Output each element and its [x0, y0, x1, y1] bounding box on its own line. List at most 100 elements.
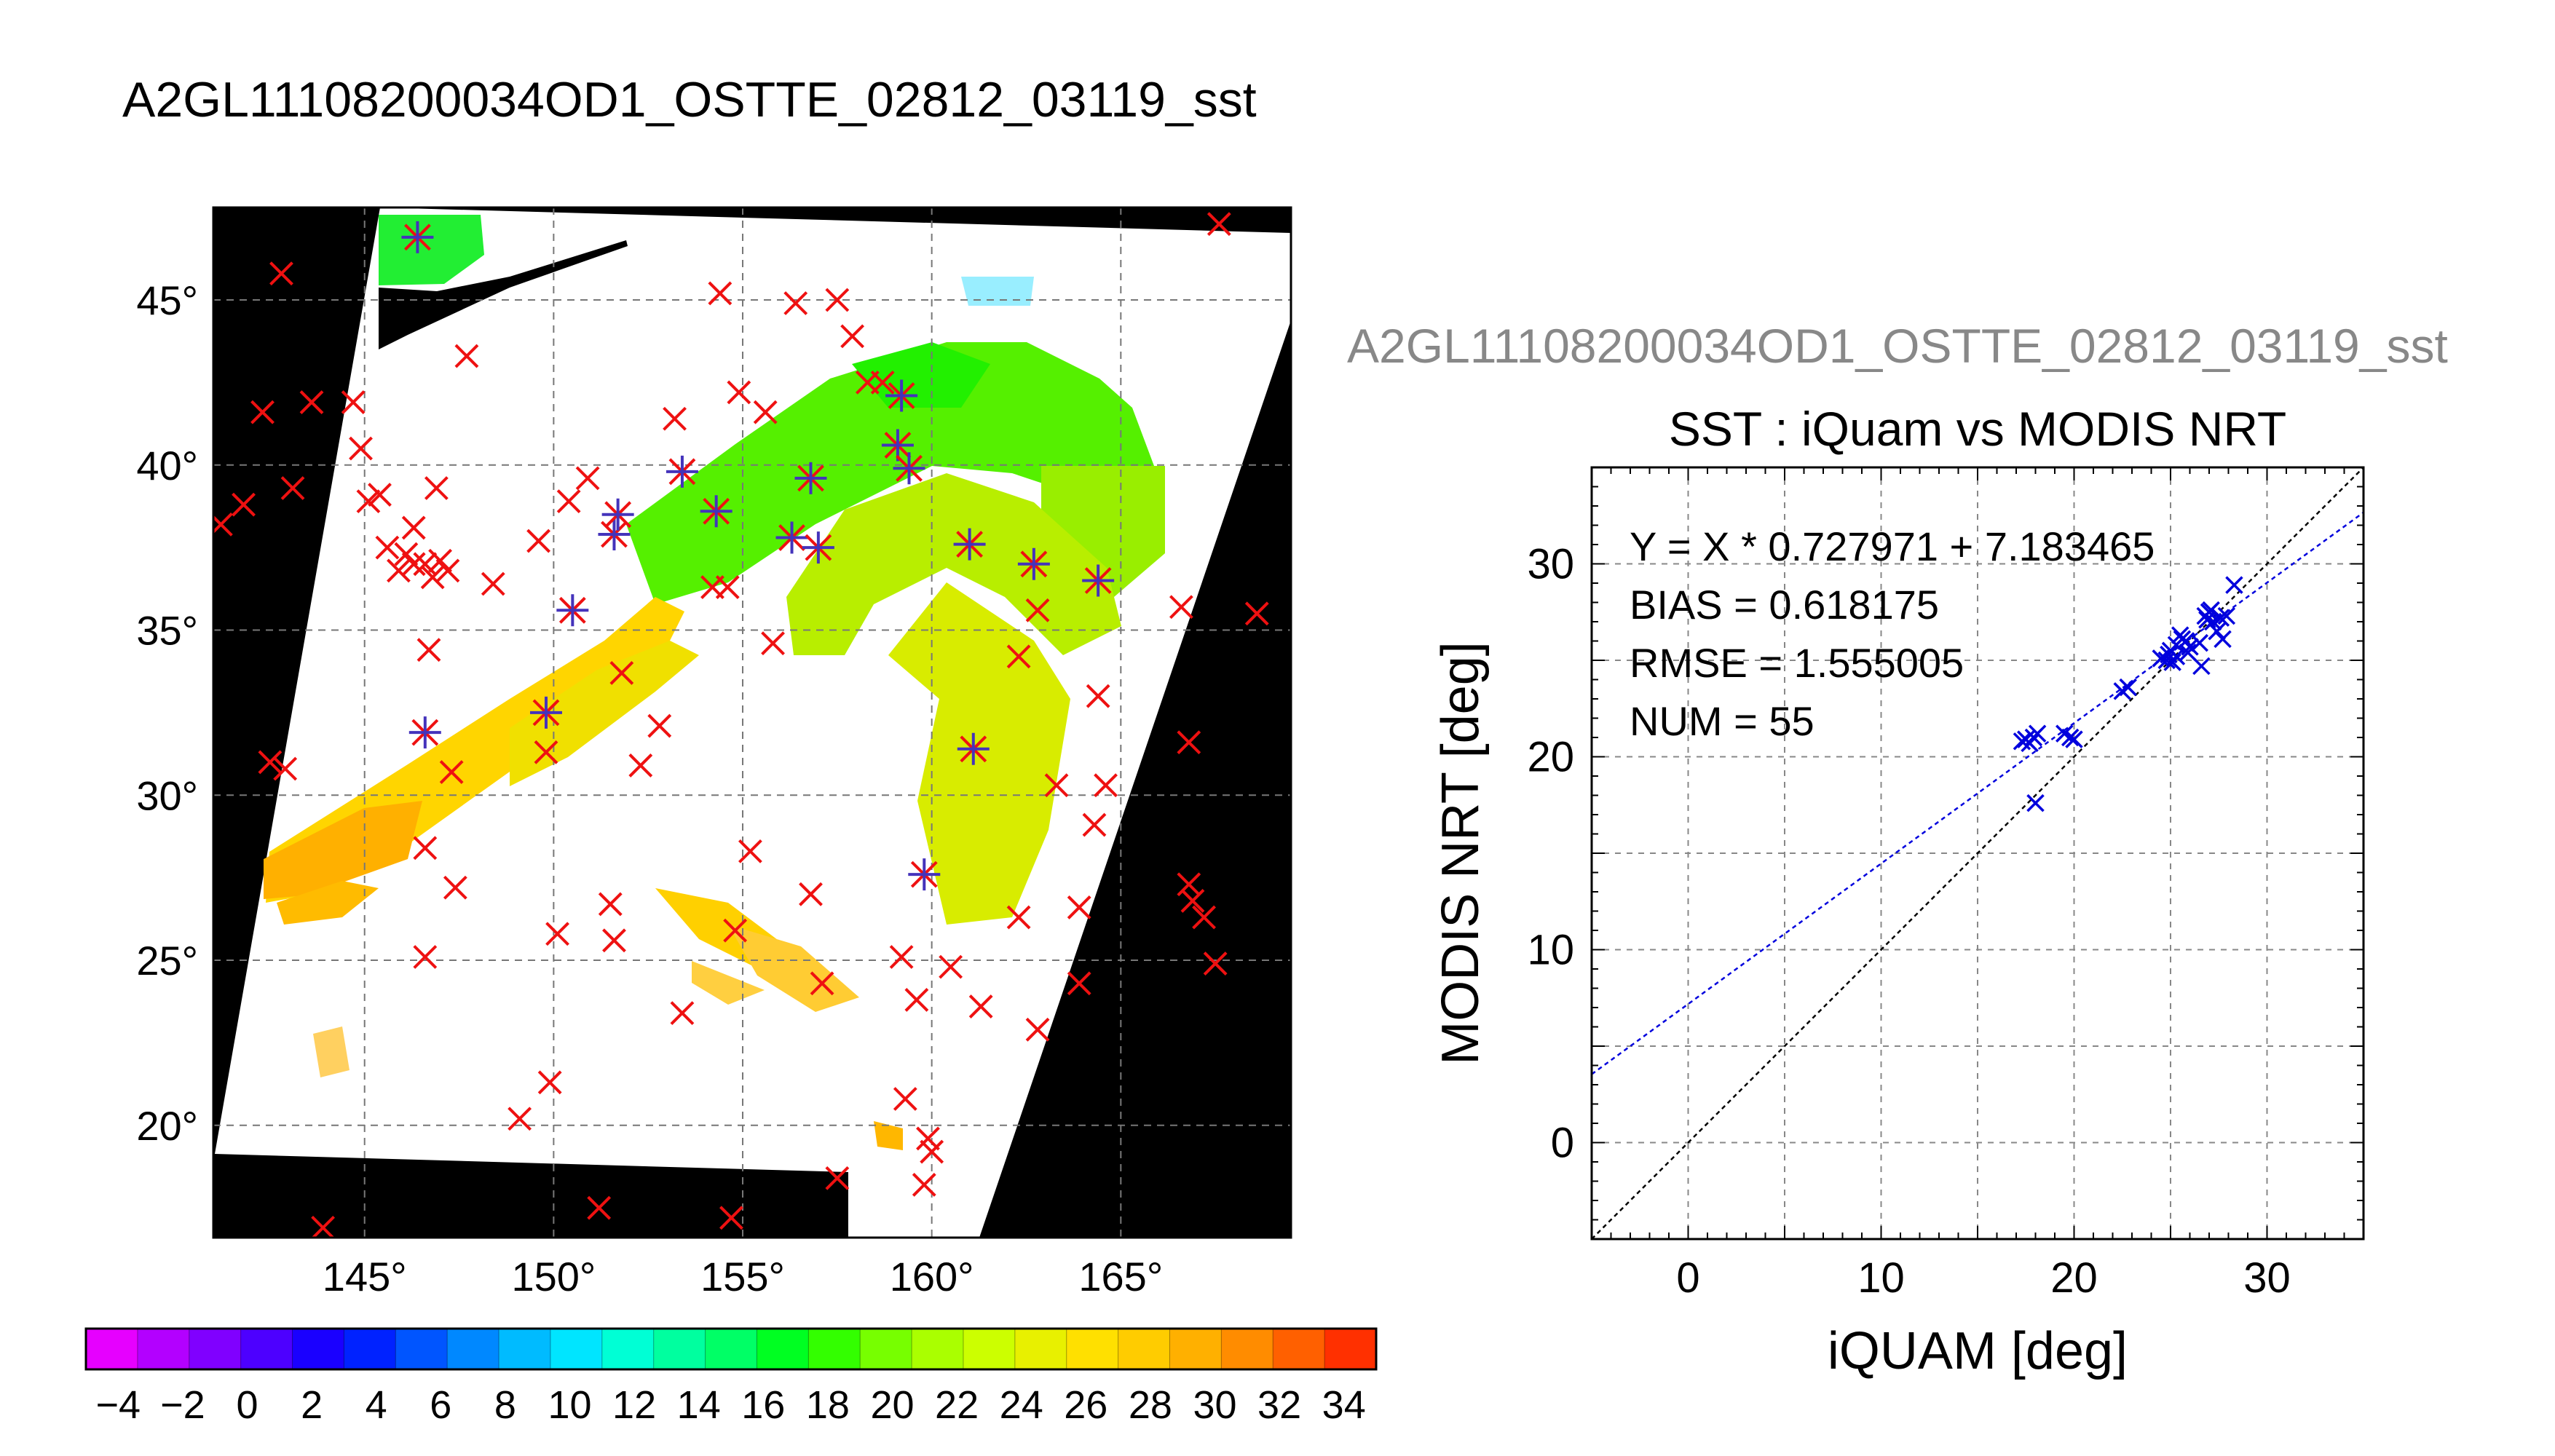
- marker-stroke: [250, 400, 275, 424]
- matchup-marker: [556, 594, 589, 627]
- insitu-marker: [545, 922, 569, 946]
- matchup-marker: [775, 521, 808, 554]
- insitu-marker: [799, 882, 823, 906]
- marker-stroke: [810, 971, 834, 996]
- scatter-annotations: Y = X * 0.727971 + 7.183465 BIAS = 0.618…: [1630, 523, 2155, 744]
- colorbar-tick-label: 22: [935, 1383, 979, 1427]
- identity-line: [1592, 467, 2364, 1239]
- scatter-point: [2214, 630, 2232, 649]
- matchup-marker: [666, 455, 698, 488]
- insitu-marker: [1094, 773, 1118, 798]
- scatter-point: [2119, 678, 2137, 697]
- insitu-marker: [1082, 812, 1107, 837]
- marker-stroke: [2061, 728, 2080, 747]
- marker-stroke: [311, 1215, 336, 1238]
- marker-stroke: [1006, 905, 1031, 930]
- colorbar-swatch: [757, 1329, 809, 1369]
- insitu-marker: [443, 875, 467, 900]
- insitu-marker: [870, 370, 895, 395]
- colorbar-swatch: [1066, 1329, 1119, 1369]
- marker-stroke: [628, 753, 653, 778]
- insitu-marker: [537, 1070, 562, 1095]
- insitu-marker: [401, 552, 426, 577]
- marker-stroke: [1067, 971, 1091, 996]
- marker-stroke: [1025, 1017, 1050, 1042]
- insitu-marker: [413, 836, 438, 860]
- insitu-marker: [825, 1166, 850, 1190]
- matchup-marker: [953, 528, 986, 561]
- colorbar-tick-label: 8: [494, 1383, 516, 1427]
- marker-stroke: [413, 945, 438, 969]
- insitu-marker: [534, 740, 558, 764]
- scatter-y-tick-label: 0: [1551, 1120, 1574, 1167]
- insitu-marker: [375, 535, 400, 560]
- scatter-point: [2192, 657, 2211, 676]
- colorbar-tick-label: 20: [870, 1383, 914, 1427]
- matchup-marker: [529, 696, 562, 729]
- marker-stroke: [413, 552, 438, 577]
- marker-stroke: [299, 390, 324, 414]
- insitu-marker: [250, 400, 275, 424]
- colorbar-tick-label: 10: [548, 1383, 591, 1427]
- colorbar-tick-label: 4: [366, 1383, 387, 1427]
- scatter-x-tick-labels: 0 10 20 30: [1676, 1254, 2290, 1302]
- insitu-marker: [1086, 684, 1110, 708]
- scatter-points: [2013, 576, 2243, 812]
- colorbar-swatch: [808, 1329, 861, 1369]
- insitu-marker: [1006, 644, 1031, 669]
- colorbar-swatch: [86, 1329, 138, 1369]
- colorbar-tick-label: −4: [96, 1383, 141, 1427]
- map-y-tick-labels: 20° 25° 30° 35° 40° 45°: [136, 277, 198, 1149]
- marker-stroke: [2065, 730, 2083, 748]
- marker-stroke: [1025, 598, 1050, 622]
- colorbar-swatch: [137, 1329, 190, 1369]
- map-x-tick-label: 160°: [890, 1254, 974, 1299]
- colorbar-tick-label: 14: [677, 1383, 721, 1427]
- insitu-marker: [508, 1107, 532, 1131]
- colorbar-swatch: [653, 1329, 706, 1369]
- marker-stroke: [545, 922, 569, 946]
- marker-stroke: [719, 1206, 743, 1230]
- scatter-y-tick-label: 30: [1527, 541, 1574, 588]
- scatter-point: [2026, 794, 2045, 812]
- marker-stroke: [715, 575, 740, 599]
- marker-stroke: [2192, 657, 2211, 676]
- insitu-marker: [1067, 971, 1091, 996]
- marker-stroke: [727, 380, 751, 405]
- scatter-y-tick-labels: 0 10 20 30: [1527, 541, 1574, 1167]
- insitu-marker: [280, 476, 305, 500]
- insitu-marker: [1244, 601, 1269, 626]
- insitu-marker: [556, 489, 581, 514]
- marker-stroke: [647, 713, 672, 738]
- insitu-marker: [783, 291, 808, 315]
- insitu-marker: [387, 558, 411, 583]
- scatter-point: [2179, 644, 2197, 662]
- marker-stroke: [368, 483, 392, 507]
- insitu-marker: [420, 565, 445, 590]
- insitu-marker: [753, 400, 778, 424]
- insitu-marker: [299, 390, 324, 414]
- insitu-marker: [273, 756, 298, 781]
- scatter-point: [2208, 622, 2226, 641]
- marker-stroke: [2026, 794, 2045, 812]
- insitu-marker: [738, 839, 762, 863]
- swath-gap: [379, 240, 628, 349]
- matchup-marker: [794, 462, 827, 494]
- scatter-y-tick-label: 10: [1527, 927, 1574, 974]
- scatter-y-tick-label: 20: [1527, 734, 1574, 781]
- insitu-marker: [1192, 905, 1216, 930]
- colorbar-tick-label: 0: [236, 1383, 258, 1427]
- insitu-marker: [413, 945, 438, 969]
- marker-stroke: [443, 875, 467, 900]
- insitu-marker: [349, 436, 373, 461]
- map-x-tick-label: 155°: [700, 1254, 785, 1299]
- insitu-marker: [609, 661, 634, 685]
- insitu-marker: [893, 1087, 917, 1111]
- insitu-marker: [1006, 905, 1031, 930]
- colorbar-tick-label: 6: [430, 1383, 451, 1427]
- marker-stroke: [708, 281, 732, 306]
- matchup-marker: [1017, 547, 1050, 580]
- marker-stroke: [602, 928, 626, 953]
- marker-stroke: [508, 1107, 532, 1131]
- marker-stroke: [753, 400, 778, 424]
